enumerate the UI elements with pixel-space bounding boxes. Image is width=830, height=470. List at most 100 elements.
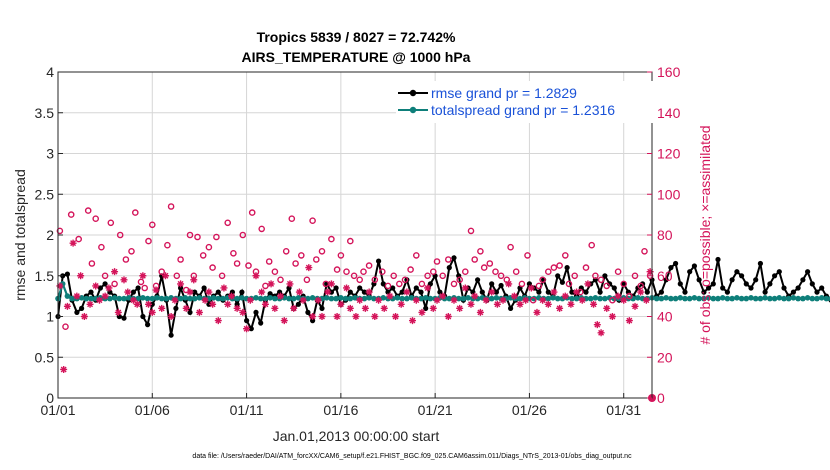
assimilated-point (590, 300, 598, 308)
rmse-point (286, 285, 292, 291)
rmse-point (748, 285, 754, 291)
totalspread-point (686, 295, 693, 302)
assimilated-point (177, 280, 185, 288)
rmse-point (399, 289, 405, 295)
possible-point (62, 323, 69, 331)
totalspread-point (602, 295, 608, 302)
rmse-point (187, 309, 193, 315)
assimilated-point (361, 304, 369, 312)
totalspread-point (309, 295, 316, 301)
assimilated-point (614, 292, 622, 300)
rmse-point (814, 289, 820, 295)
assimilated-point (105, 284, 113, 292)
assimilated-point (224, 300, 232, 308)
rmse-point (427, 281, 433, 287)
y-tick-left-label: 3.5 (35, 105, 55, 121)
possible-point (224, 219, 231, 227)
possible-point (271, 268, 279, 276)
totalspread-point (111, 295, 118, 301)
totalspread-point (427, 295, 434, 302)
assimilated-point (101, 292, 109, 300)
data-file-footer: data file: /Users/raeder/DAI/ATM_forcXX/… (192, 453, 632, 460)
possible-point (492, 268, 499, 276)
totalspread-point (168, 295, 174, 301)
totalspread-point (785, 295, 792, 302)
possible-point (199, 252, 207, 259)
assimilated-point (561, 292, 569, 300)
totalspread-point (635, 295, 641, 301)
rmse-point (809, 281, 815, 287)
totalspread-point (347, 295, 354, 302)
totalspread-point (144, 295, 151, 302)
x-axis-label: Jan.01,2013 00:00:00 start (273, 428, 440, 444)
assimilated-point (327, 280, 335, 288)
possible-point (158, 268, 165, 276)
assimilated-point (305, 264, 313, 272)
possible-point (288, 215, 296, 222)
rmse-point (583, 289, 589, 295)
rmse-point (489, 281, 495, 287)
totalspread-point (818, 295, 825, 301)
assimilated-point (267, 280, 275, 288)
rmse-point (140, 313, 146, 320)
possible-point (333, 266, 341, 273)
possible-point (450, 280, 458, 288)
assimilated-point (544, 300, 552, 308)
possible-point (67, 211, 75, 218)
rmse-point (437, 289, 443, 295)
assimilated-point (167, 313, 175, 320)
series-rmse-line (57, 254, 830, 336)
y-tick-left-label: 3 (46, 146, 54, 162)
assimilated-point (209, 300, 217, 308)
assimilated-point (488, 288, 496, 296)
y-tick-left-label: 2.5 (35, 186, 55, 202)
rmse-point (691, 263, 698, 269)
rmse-point (677, 281, 683, 287)
assimilated-point (375, 296, 383, 304)
possible-point (518, 280, 526, 288)
assimilated-point (499, 296, 507, 304)
rmse-point (423, 305, 429, 311)
assimilated-point (246, 296, 254, 304)
possible-point (213, 233, 220, 241)
totalspread-point (154, 295, 160, 301)
possible-point (614, 268, 622, 276)
y-tick-right-label: 140 (657, 105, 681, 121)
possible-point (262, 282, 269, 290)
rmse-point (121, 315, 127, 321)
rmse-point (668, 265, 674, 271)
totalspread-point (701, 295, 707, 302)
totalspread-point (323, 295, 330, 301)
assimilated-point (527, 284, 535, 292)
rmse-point (621, 281, 627, 287)
assimilated-point (493, 300, 501, 308)
possible-point (186, 231, 194, 239)
possible-point (571, 272, 579, 280)
rmse-point (390, 285, 396, 291)
rmse-point (145, 322, 151, 328)
totalspread-point (710, 295, 717, 302)
totalspread-point (677, 295, 684, 301)
x-tick-label: 01/06 (135, 402, 170, 418)
totalspread-point (253, 295, 259, 301)
totalspread-point (149, 295, 156, 302)
assimilated-point (409, 317, 417, 325)
assimilated-point (337, 300, 345, 308)
assimilated-point (380, 304, 388, 312)
possible-point (292, 260, 299, 267)
assimilated-point (522, 296, 530, 304)
y-tick-right-label: 20 (657, 349, 673, 365)
rmse-point (192, 289, 198, 295)
assimilated-point (642, 296, 650, 304)
possible-point (312, 256, 320, 263)
totalspread-point (767, 295, 773, 302)
assimilated-point (182, 304, 190, 312)
totalspread-point (262, 295, 269, 302)
totalspread-point (88, 295, 94, 302)
assimilated-point (186, 288, 194, 296)
totalspread-point (536, 295, 542, 301)
possible-point (346, 237, 354, 245)
rmse-point (361, 289, 367, 295)
possible-point (116, 231, 124, 239)
rmse-point (206, 301, 212, 307)
